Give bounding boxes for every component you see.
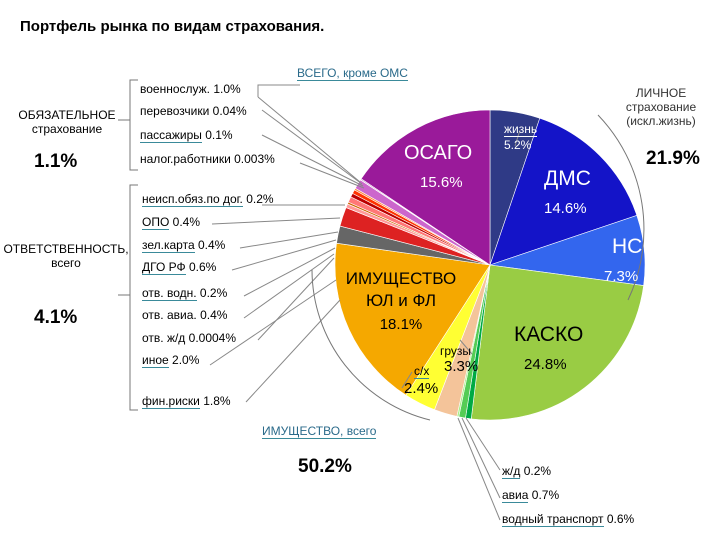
pie-slices xyxy=(334,109,646,421)
callout-nalog: налог.работники 0.003% xyxy=(140,152,275,166)
group-personal-total: 21.9% xyxy=(646,148,700,169)
chart-title: Портфель рынка по видам страхования. xyxy=(20,18,325,35)
slice-label-property-line1: ИМУЩЕСТВО xyxy=(345,269,457,288)
bracket-liability xyxy=(129,184,138,411)
callout-passazhiry: пассажиры 0.1% xyxy=(140,128,233,143)
slice-value-dms: 14.6% xyxy=(544,200,587,217)
leader-line xyxy=(257,84,300,97)
leader-line xyxy=(261,134,364,187)
group-property-label: ИМУЩЕСТВО, всего xyxy=(262,424,377,439)
slice-value-property: 18.1% xyxy=(379,316,423,333)
slice-label-osago: ОСАГО xyxy=(404,142,473,164)
slice-value-cargo: 3.3% xyxy=(444,358,479,375)
leader-line xyxy=(257,96,361,183)
callout-otv-vodn: отв. водн. 0.2% xyxy=(142,286,228,301)
slice-label-cargo: грузы xyxy=(440,344,472,358)
callout-inoe: иное 2.0% xyxy=(142,353,200,368)
slice-value-osago: 15.6% xyxy=(420,174,463,191)
slice-label-agri: с/х xyxy=(414,364,430,379)
callout-voennosluzh: военнослуж. 1.0% xyxy=(140,82,241,96)
callout-avia: авиа 0.7% xyxy=(502,488,560,503)
slice-value-kasko: 24.8% xyxy=(524,356,567,373)
leader-line xyxy=(209,279,337,366)
leader-line xyxy=(211,217,341,225)
leader-line xyxy=(299,162,365,189)
pie-slice-1 xyxy=(489,117,638,266)
slice-label-life: жизнь xyxy=(504,122,538,137)
callout-neisp: неисп.обяз.по дог. 0.2% xyxy=(142,192,274,207)
leader-lines xyxy=(209,84,521,521)
leader-line xyxy=(457,417,501,521)
leader-line xyxy=(257,257,335,341)
bracket-mandatory xyxy=(129,79,138,171)
slice-label-property-line2: ЮЛ и ФЛ xyxy=(365,291,437,310)
pie-slice-23 xyxy=(360,109,491,266)
leader-line xyxy=(231,239,337,271)
slice-value-agri: 2.4% xyxy=(404,380,439,397)
leader-line xyxy=(461,417,501,499)
bracket-property xyxy=(311,269,431,421)
group-brackets xyxy=(118,79,645,421)
leader-line xyxy=(401,371,413,389)
leader-line xyxy=(465,417,501,471)
group-all-except-label: ВСЕГО, кроме ОМС xyxy=(297,66,408,81)
group-property-total: 50.2% xyxy=(298,456,352,477)
callout-otv-avia: отв. авиа. 0.4% xyxy=(142,308,228,322)
callout-finriski: фин.риски 1.8% xyxy=(142,394,231,409)
leader-line xyxy=(243,253,335,319)
callout-perevozchiki: перевозчики 0.04% xyxy=(140,104,247,118)
callout-zhd: ж/д 0.2% xyxy=(502,464,552,479)
callout-otv-zhd: отв. ж/д 0.0004% xyxy=(142,331,237,345)
bracket-personal xyxy=(597,114,645,301)
leader-line xyxy=(243,247,336,297)
leader-line xyxy=(514,129,521,147)
group-liability-label: ОТВЕТСТВЕННОСТЬ, всего xyxy=(3,242,129,270)
leader-line xyxy=(245,299,341,403)
leader-line xyxy=(459,339,473,355)
group-mandatory-label: ОБЯЗАТЕЛЬНОЕ страхование xyxy=(18,108,116,136)
slice-label-kasko: КАСКО xyxy=(514,323,584,346)
callout-zelkarta: зел.карта 0.4% xyxy=(142,238,226,253)
leader-line xyxy=(239,231,339,249)
slice-label-ns: НС xyxy=(612,235,643,258)
callout-vodny: водный транспорт 0.6% xyxy=(502,512,635,527)
group-liability-total: 4.1% xyxy=(34,307,78,328)
group-personal-label: ЛИЧНОЕ страхование (искл.жизнь) xyxy=(625,86,697,128)
callout-opo: ОПО 0.4% xyxy=(142,215,200,230)
slice-label-dms: ДМС xyxy=(544,167,591,190)
callout-dgo: ДГО РФ 0.6% xyxy=(142,260,217,275)
pie-slice-9 xyxy=(334,242,491,396)
slice-value-ns: 7.3% xyxy=(604,268,639,285)
leader-line xyxy=(261,109,363,185)
slice-value-life: 5.2% xyxy=(504,138,532,152)
group-mandatory-total: 1.1% xyxy=(34,151,78,172)
pie-slice-3 xyxy=(470,264,644,421)
